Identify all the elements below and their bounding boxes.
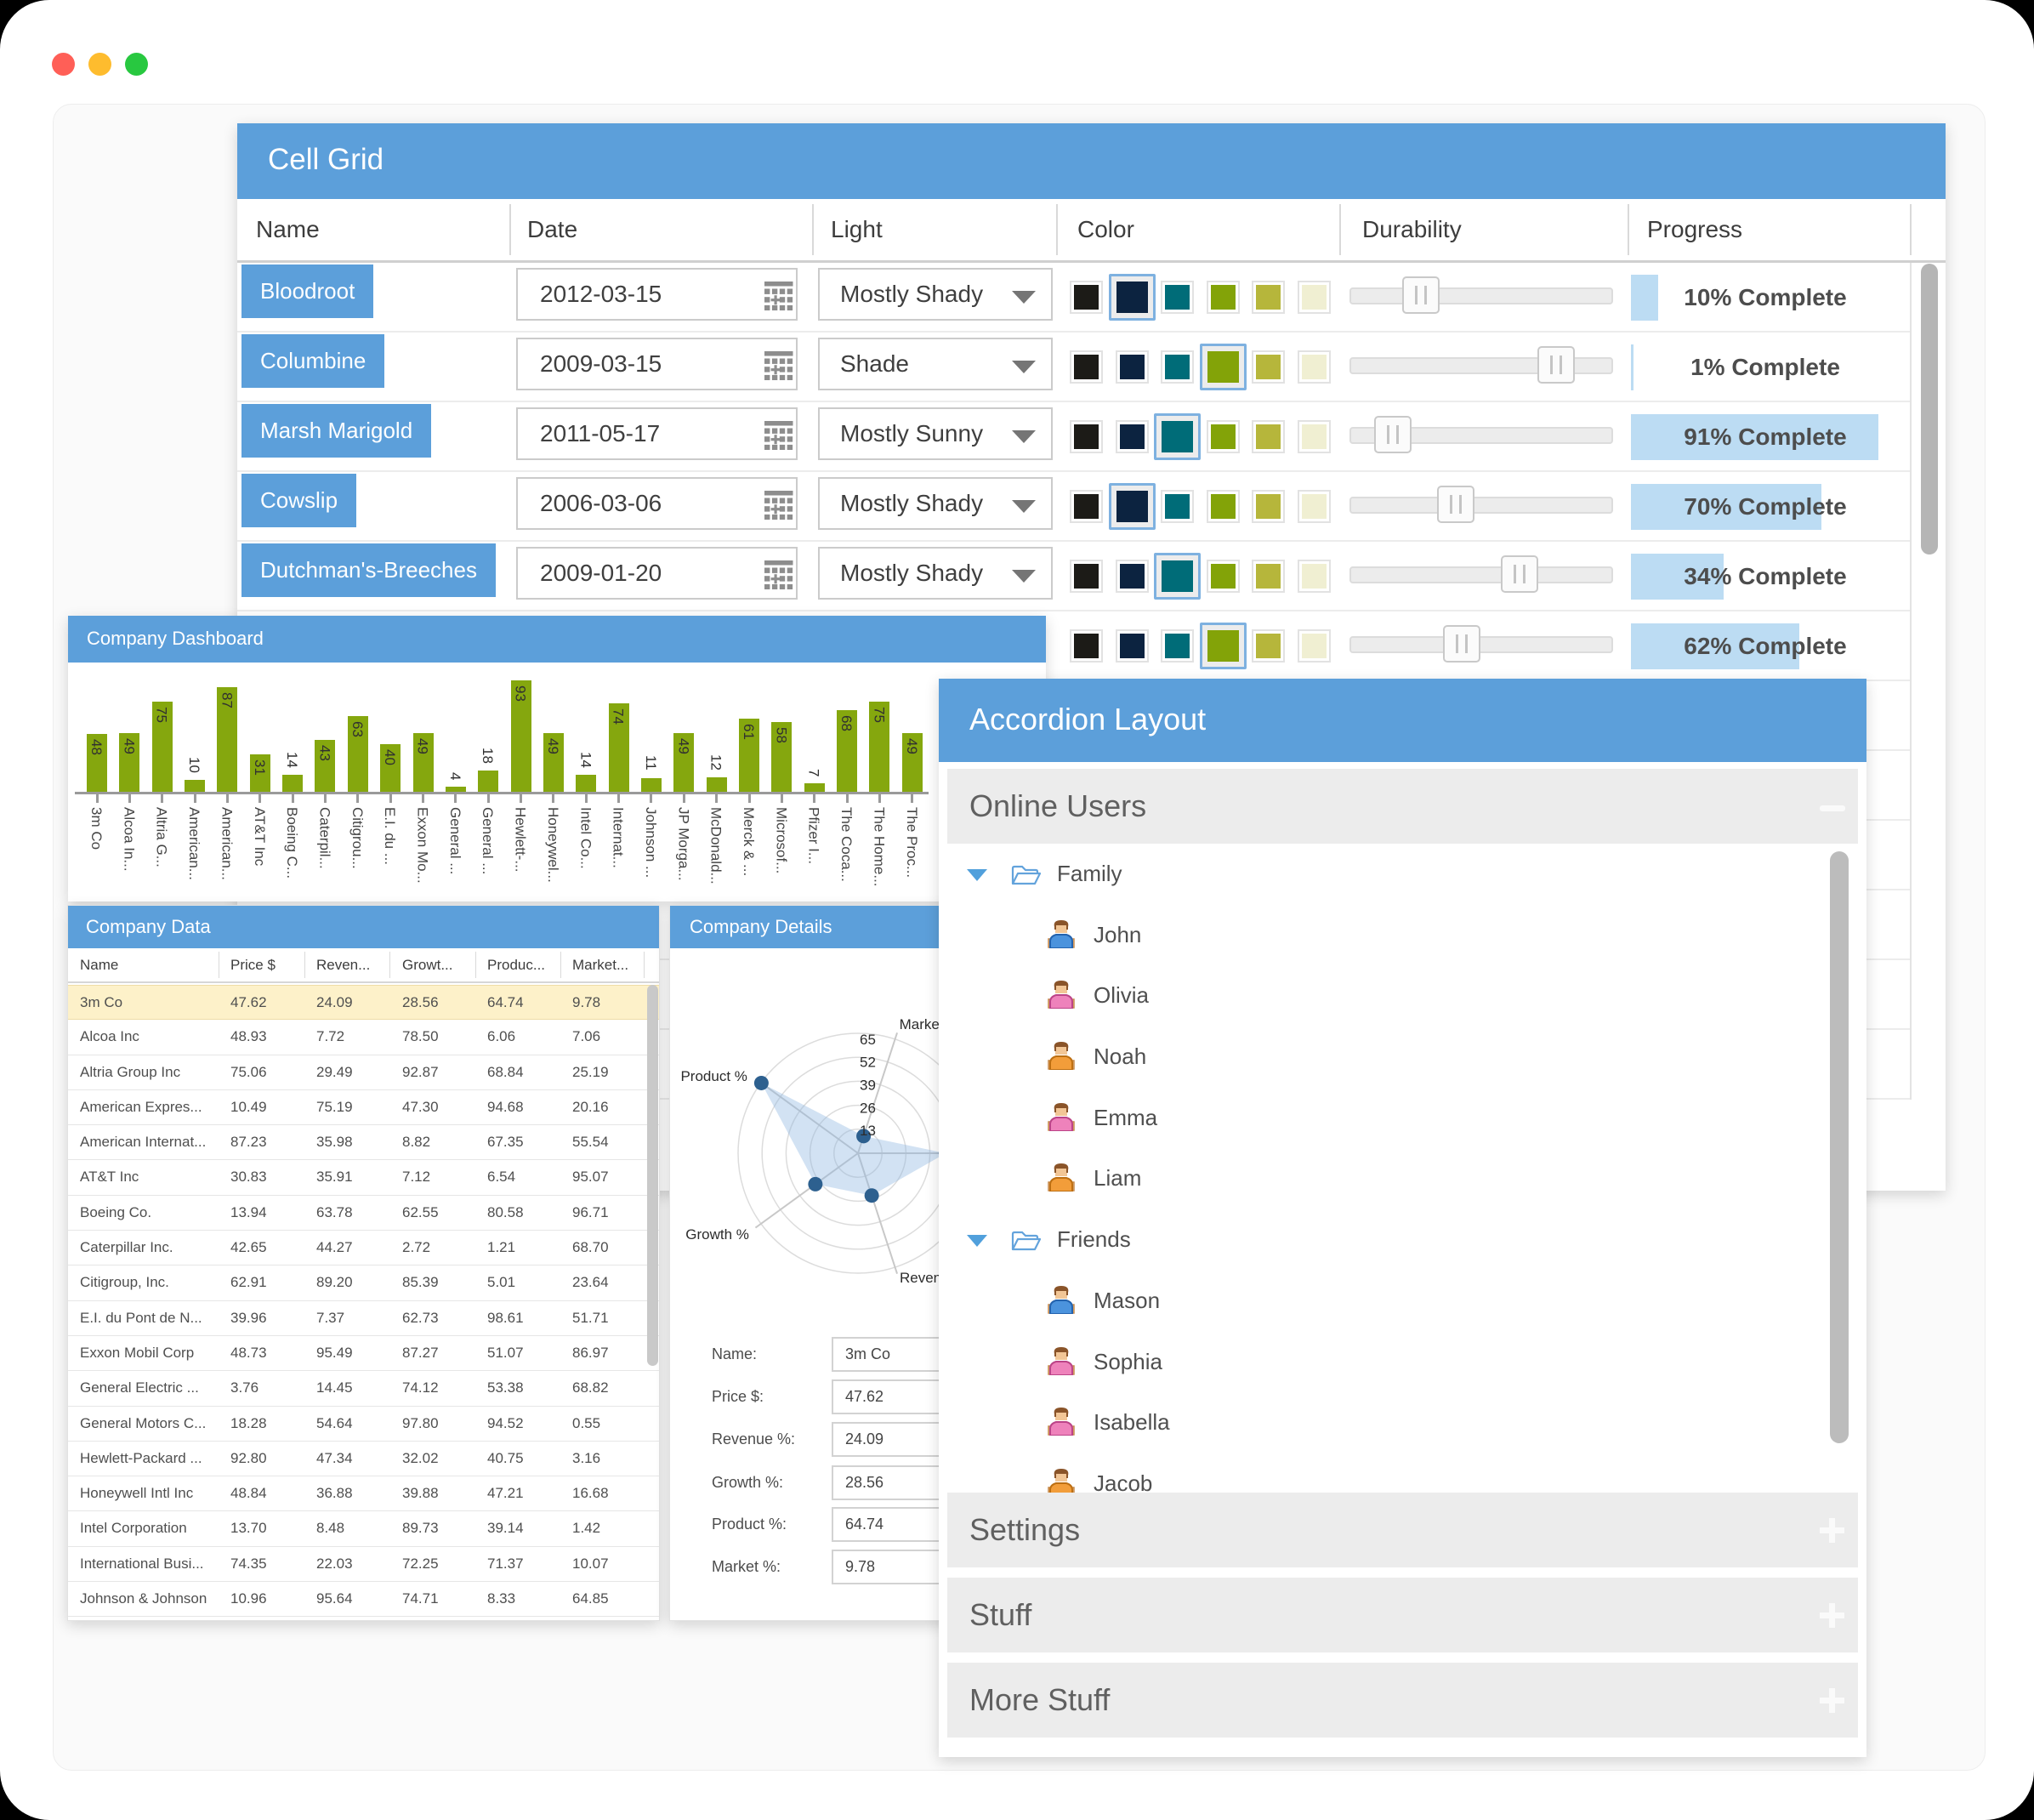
svg-text:52: 52 (860, 1055, 876, 1071)
svg-text:Product %: Product % (680, 1068, 747, 1084)
svg-text:65: 65 (860, 1032, 876, 1048)
svg-text:Growth %: Growth % (685, 1226, 749, 1243)
svg-text:39: 39 (860, 1078, 876, 1094)
svg-text:13: 13 (860, 1123, 876, 1139)
svg-text:26: 26 (860, 1100, 876, 1116)
